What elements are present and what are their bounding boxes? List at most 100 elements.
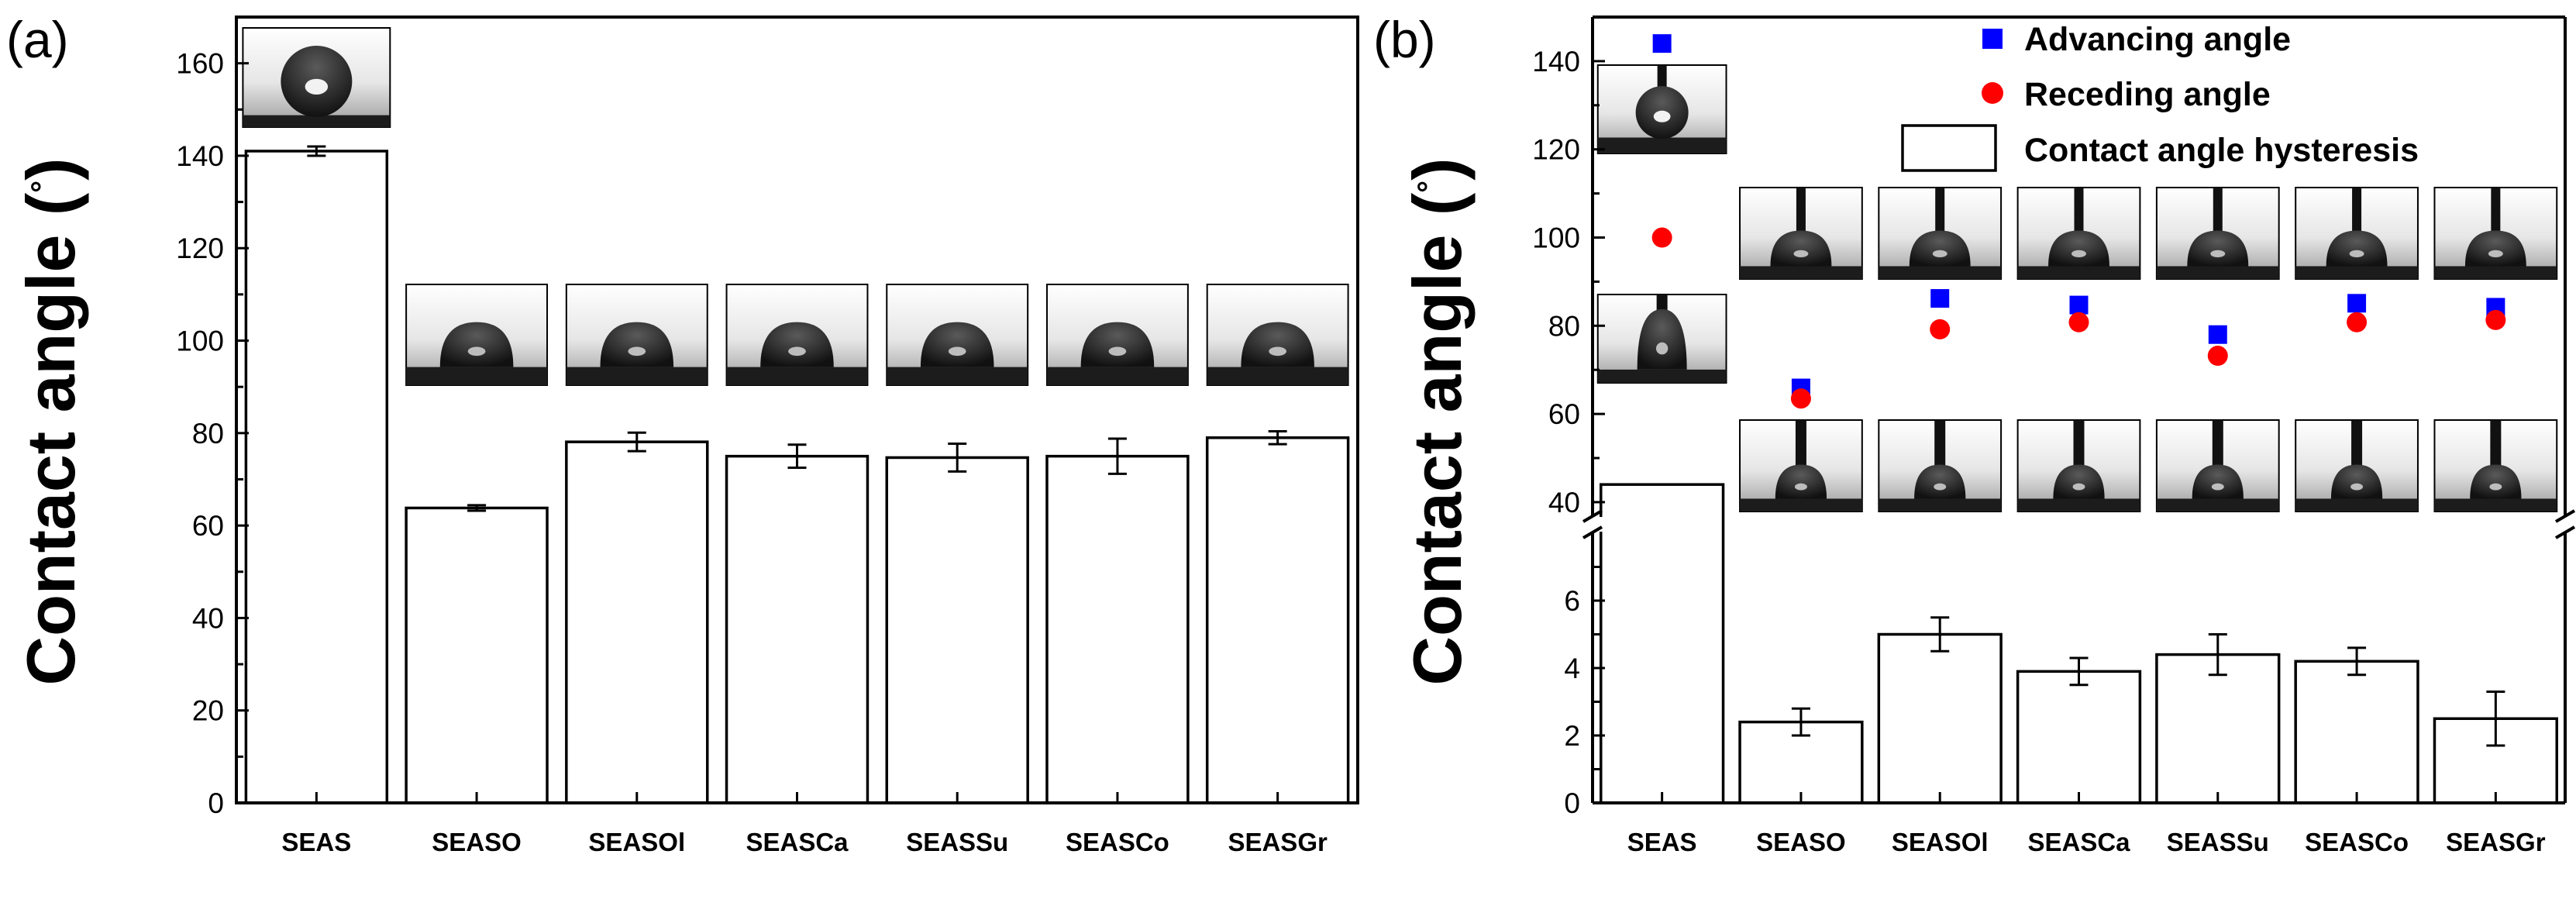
droplet-inset-b-rec-SEASCo [2295, 419, 2419, 512]
advancing-point-SEASCa [2069, 295, 2089, 315]
ytick-label-a: 40 [192, 602, 224, 634]
errorbar-b-SEASGr [2486, 690, 2505, 747]
bar-a-SEAS [244, 150, 389, 804]
advancing-point-SEASOl [1930, 289, 1950, 308]
droplet-inset-b-adv-SEASOl [1878, 187, 2003, 280]
ytick-label-a: 60 [192, 510, 224, 542]
legend-label-hysteresis: Contact angle hysteresis [2024, 132, 2419, 169]
category-label-a: SEASSu [906, 828, 1008, 856]
ytick-label-b-lower: 2 [1564, 720, 1580, 752]
ytick-label-a: 80 [192, 418, 224, 450]
bar-a-SEASGr [1205, 436, 1350, 804]
errorbar-b-SEASCa [2069, 656, 2089, 687]
droplet-inset-b-adv-SEASSu [2155, 187, 2280, 280]
legend-marker-hysteresis [1901, 124, 1997, 172]
errorbar-b-SEASOl [1930, 616, 1950, 653]
droplet-inset-b-rec-SEASCa [2016, 419, 2141, 512]
axis-break-mark [2554, 525, 2576, 539]
category-label-a: SEAS [281, 828, 351, 856]
receding-point-SEASGr [2485, 309, 2506, 330]
errorbar-a-SEASO [467, 504, 487, 512]
category-label-a: SEASOl [588, 828, 685, 856]
errorbar-a-SEASOl [627, 431, 646, 453]
panel-b-frame [1582, 16, 2576, 804]
bar-a-SEASO [405, 506, 549, 804]
droplet-inset-b-rec-SEAS [1596, 294, 1727, 384]
ytick-label-a: 20 [192, 695, 224, 727]
bar-b-SEAS [1600, 483, 1725, 804]
category-label-b: SEASOl [1892, 828, 1989, 856]
droplet-inset-a-SEASSu [886, 284, 1029, 386]
panel-a: (a) Contact angle (°) SEAS SEASO SEASOl SEA… [6, 11, 1359, 856]
ytick-label-b-lower: 6 [1564, 585, 1580, 617]
ytick-label-a: 160 [176, 48, 224, 80]
errorbar-b-SEASO [1791, 707, 1810, 737]
category-label-b: SEASSu [2167, 828, 2269, 856]
droplet-inset-b-rec-SEASSu [2155, 419, 2280, 512]
receding-point-SEASCo [2347, 312, 2368, 332]
errorbar-a-SEASCa [787, 443, 807, 470]
bar-b-SEASCo [2294, 660, 2419, 804]
advancing-point-SEAS [1652, 34, 1672, 53]
droplet-inset-a-SEASGr [1206, 284, 1349, 386]
panel-a-label: (a) [6, 11, 69, 68]
errorbar-a-SEASCo [1107, 437, 1127, 475]
ytick-label-b-lower: 0 [1564, 787, 1580, 819]
bar-a-SEASCo [1045, 454, 1190, 804]
errorbar-a-SEAS [307, 145, 326, 157]
legend-marker-receding [1982, 82, 2003, 104]
category-label-a: SEASCa [746, 828, 849, 856]
ytick-label-b-upper: 100 [1532, 222, 1580, 254]
category-label-b: SEASO [1756, 828, 1846, 856]
droplet-inset-b-adv-SEASO [1739, 187, 1863, 280]
bar-a-SEASOl [565, 440, 709, 804]
droplet-inset-b-adv-SEAS [1596, 64, 1727, 154]
ytick-label-b-upper: 40 [1548, 487, 1580, 518]
ytick-label-a: 120 [176, 232, 224, 264]
droplet-inset-b-adv-SEASCa [2016, 187, 2141, 280]
category-label-b: SEASCo [2305, 828, 2409, 856]
receding-point-SEASCa [2068, 312, 2089, 332]
legend-marker-advancing [1982, 29, 2003, 49]
errorbar-b-SEASCo [2347, 646, 2367, 677]
droplet-inset-a-SEASCo [1045, 284, 1189, 386]
panel-b-label: (b) [1373, 11, 1436, 68]
bar-b-SEASSu [2155, 653, 2281, 804]
ytick-label-b-lower: 4 [1564, 653, 1580, 684]
bar-a-SEASCa [725, 454, 870, 804]
category-label-b: SEASCa [2027, 828, 2130, 856]
receding-point-SEASO [1790, 388, 1811, 409]
bar-b-SEASCa [2016, 670, 2142, 804]
ytick-label-b-upper: 140 [1532, 46, 1580, 78]
errorbar-a-SEASSu [948, 443, 967, 473]
ytick-label-b-upper: 80 [1548, 310, 1580, 342]
droplet-inset-b-adv-SEASGr [2433, 187, 2558, 280]
category-label-b: SEAS [1627, 828, 1697, 856]
legend-label-advancing: Advancing angle [2024, 21, 2291, 58]
droplet-inset-a-SEASOl [565, 284, 708, 386]
droplet-inset-b-rec-SEASO [1739, 419, 1863, 512]
errorbar-b-SEASSu [2208, 633, 2227, 677]
panel-a-frame [235, 16, 1359, 804]
errorbar-a-SEASGr [1268, 429, 1287, 446]
ytick-label-a: 140 [176, 140, 224, 172]
droplet-inset-b-rec-SEASOl [1878, 419, 2003, 512]
legend-label-receding: Receding angle [2024, 76, 2271, 113]
ytick-label-a: 0 [208, 787, 224, 819]
panel-b: (b) Contact angle (°) SEAS SEASO SEASOl SEA… [1373, 11, 2576, 856]
category-label-a: SEASGr [1228, 828, 1328, 856]
panel-b-ylabel: Contact angle (°) [1399, 158, 1476, 686]
ytick-label-b-upper: 120 [1532, 134, 1580, 166]
receding-point-SEASSu [2207, 346, 2228, 367]
axis-break-mark [1582, 509, 1603, 523]
receding-point-SEAS [1651, 227, 1672, 248]
panel-a-ylabel: Contact angle (°) [12, 158, 89, 686]
droplet-inset-a-SEASCa [725, 284, 869, 386]
panel-b-legend: Advancing angle Receding angle Contact ang… [1901, 21, 2419, 172]
axis-break-mark [2554, 509, 2576, 523]
advancing-point-SEASSu [2208, 325, 2227, 344]
bar-a-SEASSu [885, 456, 1029, 804]
advancing-point-SEASCo [2347, 294, 2367, 313]
receding-point-SEASOl [1930, 319, 1951, 339]
